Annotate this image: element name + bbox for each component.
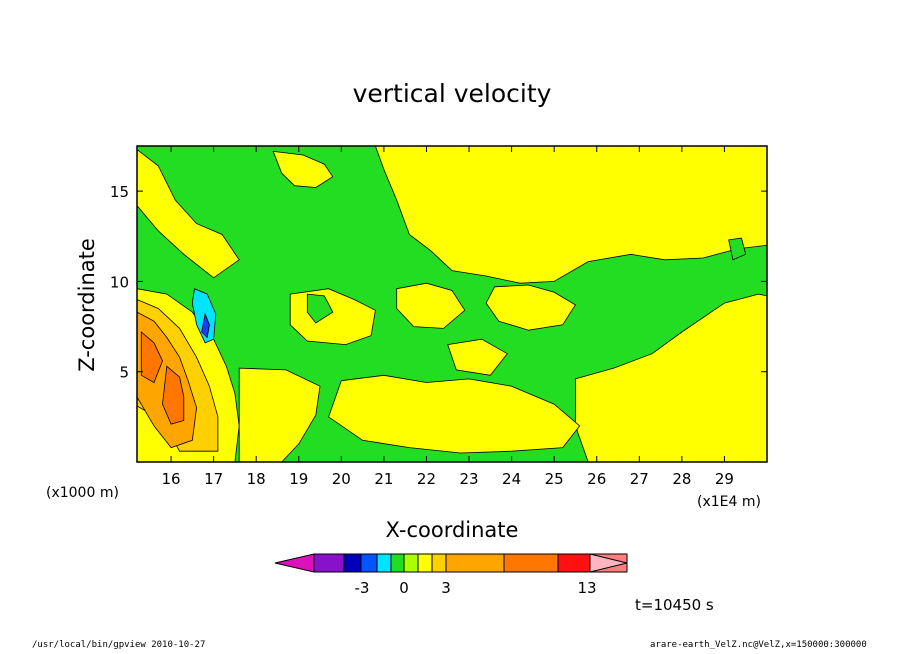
contour-region-positive-14	[162, 365, 185, 425]
y-tick-label: 10	[110, 273, 129, 291]
colorbar-segment	[313, 553, 345, 573]
colorbar-segment	[390, 553, 405, 573]
x-tick-label: 23	[459, 470, 478, 488]
colorbar-segment	[445, 553, 505, 573]
colorbar-high-arrow	[589, 553, 628, 573]
x-tick-label: 26	[587, 470, 606, 488]
colorbar: -3 0 3 13	[274, 553, 628, 597]
footer-source: arare-earth_VelZ.nc@VelZ,x=150000:300000	[650, 640, 867, 650]
x-tick-label: 28	[672, 470, 691, 488]
contour-region-positive-5	[485, 284, 576, 331]
plot-area: 16 17 18 19 20 21 22 23 24 25 26 27 28 29 5 10 15	[110, 145, 768, 488]
x-tick-label: 24	[502, 470, 521, 488]
y-ticks: 5 10 15	[110, 183, 767, 382]
x-tick-label: 16	[162, 470, 181, 488]
colorbar-label: 13	[577, 579, 596, 597]
x-tick-label: 17	[204, 470, 223, 488]
contour-region-positive-1	[374, 145, 768, 284]
colorbar-label: 0	[399, 579, 409, 597]
contour-region-negative-18	[728, 237, 747, 261]
x-tick-label: 19	[289, 470, 308, 488]
x-tick-label: 20	[332, 470, 351, 488]
contour-region-negative-15	[191, 288, 217, 344]
contour-region-positive-8	[328, 374, 581, 454]
contour-region-positive-6	[575, 293, 768, 463]
colorbar-segment	[503, 553, 559, 573]
contour-region-positive-0	[272, 150, 334, 188]
colorbar-segment	[417, 553, 433, 573]
x-tick-label: 29	[715, 470, 734, 488]
colorbar-label: -3	[355, 579, 370, 597]
time-label: t=10450 s	[635, 596, 714, 614]
x-tick-label: 21	[374, 470, 393, 488]
x-tick-label: 22	[417, 470, 436, 488]
colorbar-segment	[557, 553, 591, 573]
plot-frame	[136, 145, 768, 463]
footer-command: /usr/local/bin/gpview 2010-10-27	[32, 640, 206, 650]
contour-region-positive-2	[136, 148, 240, 279]
contour-region-negative-17	[306, 293, 334, 324]
contour-region-positive-4	[396, 282, 466, 329]
x-tick-label: 25	[545, 470, 564, 488]
contour-region-negative-16	[201, 312, 210, 339]
x-tick-label: 27	[630, 470, 649, 488]
contour-region-positive-7	[447, 338, 508, 376]
x-axis-label: X-coordinate	[386, 518, 519, 542]
y-tick-label: 5	[119, 364, 129, 382]
colorbar-segment	[431, 553, 447, 573]
colorbar-segment	[360, 553, 378, 573]
contour-region-positive-13	[140, 331, 163, 384]
chart-title: vertical velocity	[353, 79, 552, 108]
contour-regions	[136, 145, 768, 463]
x-unit-left: (x1000 m)	[46, 485, 119, 501]
colorbar-segment	[403, 553, 419, 573]
colorbar-segment	[343, 553, 362, 573]
x-unit-right: (x1E4 m)	[697, 494, 761, 510]
colorbar-segment	[376, 553, 392, 573]
x-tick-label: 18	[247, 470, 266, 488]
y-axis-label: Z-coordinate	[75, 238, 99, 372]
y-tick-label: 15	[110, 183, 129, 201]
x-ticks: 16 17 18 19 20 21 22 23 24 25 26 27 28 29	[162, 146, 734, 488]
colorbar-low-arrow	[274, 553, 315, 573]
colorbar-label: 3	[441, 579, 451, 597]
